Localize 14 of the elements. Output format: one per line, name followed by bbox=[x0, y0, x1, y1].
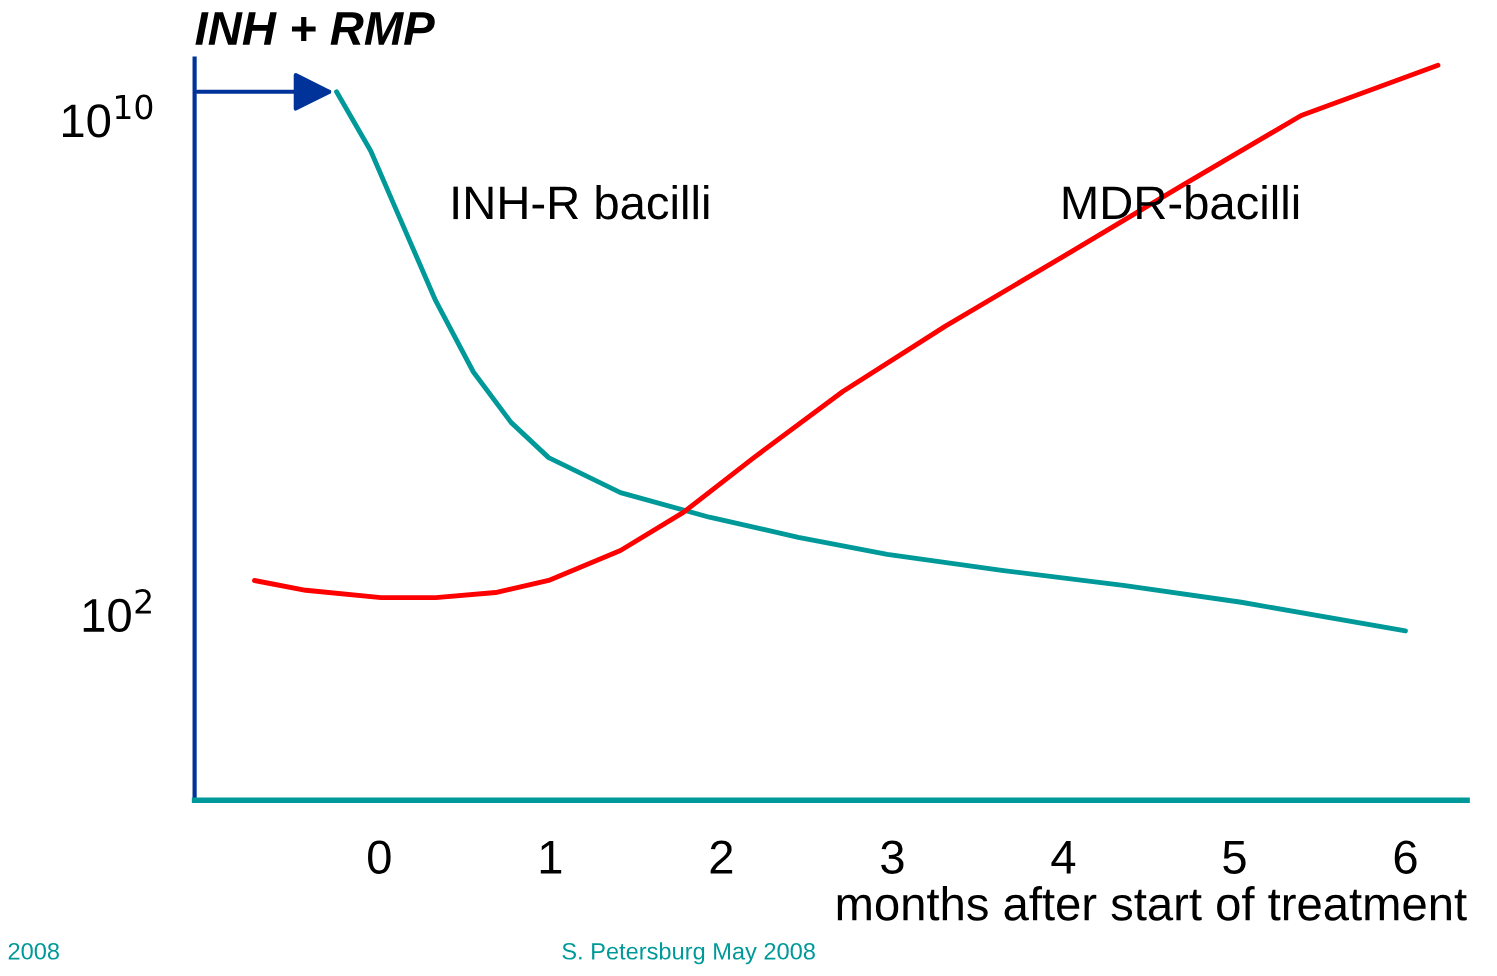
x-tick-label: 6 bbox=[1394, 840, 1417, 874]
x-tick-label: 3 bbox=[881, 840, 904, 874]
x-tick-label: 2 bbox=[710, 840, 733, 874]
y-tick-label: 10$^{10}$ bbox=[62, 94, 153, 138]
x-tick-label: 5 bbox=[1223, 840, 1246, 874]
x-tick-label: 1 bbox=[540, 840, 562, 874]
y-tick-label: 10$^{2}$ bbox=[83, 589, 151, 633]
x-tick-label: 0 bbox=[368, 840, 391, 874]
text: S. Petersburg May 2008 bbox=[562, 942, 815, 965]
chart-title: INH + RMP bbox=[195, 12, 435, 45]
x-axis-title: months after start of treatment bbox=[837, 886, 1467, 921]
x-tick-label: 4 bbox=[1051, 840, 1076, 874]
text: 2008 bbox=[8, 942, 59, 960]
series-label: INH-R bacilli bbox=[453, 184, 709, 220]
